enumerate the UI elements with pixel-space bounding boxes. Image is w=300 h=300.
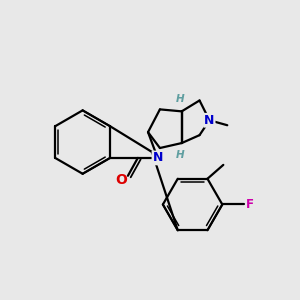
Text: N: N xyxy=(204,114,214,127)
Text: H: H xyxy=(176,94,184,104)
Text: N: N xyxy=(152,152,163,164)
Text: H: H xyxy=(176,150,184,160)
Text: O: O xyxy=(115,173,127,187)
Text: F: F xyxy=(246,198,254,211)
